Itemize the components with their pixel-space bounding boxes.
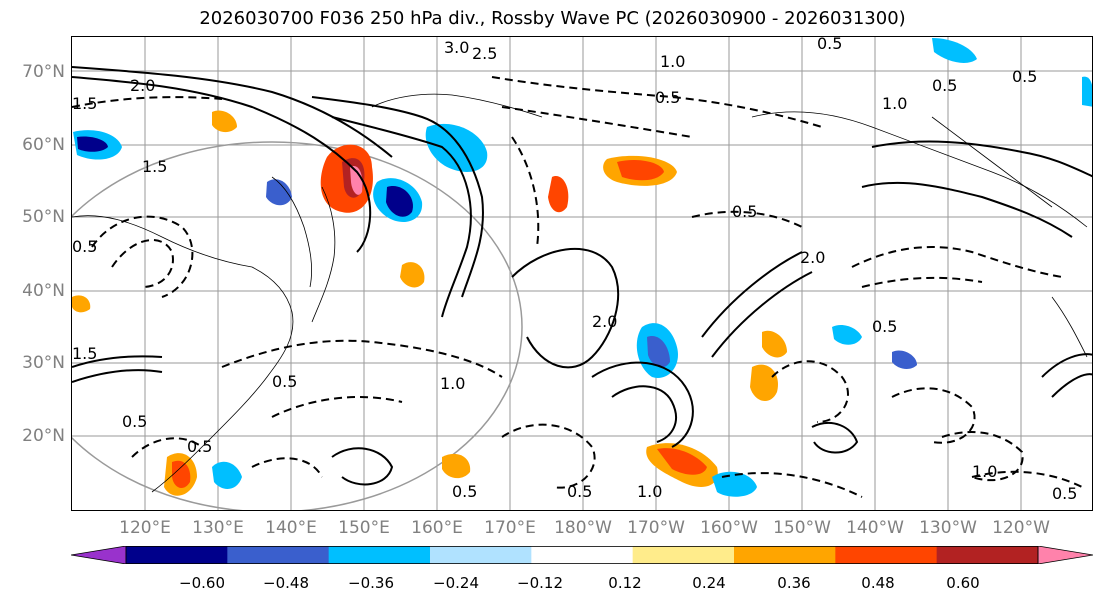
contour-label: 0.5 bbox=[932, 76, 957, 95]
contour-label: 0.5 bbox=[1052, 484, 1077, 503]
contour-label: 0.5 bbox=[817, 37, 842, 53]
map-panel: 3.0 2.5 2.0 1.5 1.0 0.5 0.5 1.0 0.5 1.5 … bbox=[71, 36, 1093, 511]
contour-label: 1.5 bbox=[72, 94, 97, 113]
lon-label-160w: 160°W bbox=[700, 518, 758, 538]
lat-label-20: 20°N bbox=[22, 426, 65, 446]
contour-label: 1.0 bbox=[440, 374, 465, 393]
colorbar-tick-label: −0.60 bbox=[179, 574, 225, 592]
colorbar-tick-label: 0.24 bbox=[692, 574, 726, 592]
contour-label: 1.5 bbox=[142, 157, 167, 176]
contour-label: 2.0 bbox=[800, 248, 825, 267]
lon-label-150w: 150°W bbox=[773, 518, 831, 538]
colorbar-segment bbox=[734, 546, 836, 564]
lon-label-140w: 140°W bbox=[846, 518, 904, 538]
contour-label: 3.0 bbox=[444, 38, 469, 57]
divergence-shading bbox=[72, 38, 1092, 497]
map-title: 2026030700 F036 250 hPa div., Rossby Wav… bbox=[199, 8, 906, 29]
graticule bbox=[72, 37, 1092, 510]
colorbar-segment bbox=[835, 546, 938, 564]
lon-label-140e: 140°E bbox=[265, 518, 317, 538]
colorbar-tick-label: −0.36 bbox=[348, 574, 394, 592]
lon-label-150e: 150°E bbox=[338, 518, 390, 538]
lon-label-160e: 160°E bbox=[411, 518, 463, 538]
lat-label-30: 30°N bbox=[22, 353, 65, 373]
contour-labels: 3.0 2.5 2.0 1.5 1.0 0.5 0.5 1.0 0.5 1.5 … bbox=[72, 37, 1077, 503]
contour-label: 1.0 bbox=[637, 482, 662, 501]
contour-label: 1.5 bbox=[72, 344, 97, 363]
lon-label-130w: 130°W bbox=[919, 518, 977, 538]
lat-label-70: 70°N bbox=[22, 62, 65, 82]
contour-label: 0.5 bbox=[272, 372, 297, 391]
colorbar-tick-label: 0.12 bbox=[608, 574, 642, 592]
colorbar-tick-label: 0.60 bbox=[946, 574, 980, 592]
colorbar-border bbox=[125, 546, 1039, 564]
colorbar-tick-label: 0.48 bbox=[861, 574, 895, 592]
lon-label-130e: 130°E bbox=[192, 518, 244, 538]
contour-label: 0.5 bbox=[122, 412, 147, 431]
contour-label: 0.5 bbox=[655, 88, 680, 107]
lon-label-180w: 180°W bbox=[554, 518, 612, 538]
contour-label: 0.5 bbox=[452, 482, 477, 501]
contour-label: 1.0 bbox=[882, 94, 907, 113]
colorbar-segment bbox=[126, 546, 228, 564]
lon-label-120e: 120°E bbox=[119, 518, 171, 538]
contour-label: 0.5 bbox=[187, 437, 212, 456]
contour-label: 1.0 bbox=[972, 462, 997, 481]
lon-label-120w: 120°W bbox=[992, 518, 1050, 538]
contour-label: 0.5 bbox=[567, 482, 592, 501]
lat-label-60: 60°N bbox=[22, 135, 65, 155]
lat-label-40: 40°N bbox=[22, 281, 65, 301]
colorbar-tick-label: −0.12 bbox=[517, 574, 563, 592]
colorbar-segment bbox=[936, 546, 1039, 564]
solid-contours bbox=[72, 66, 1092, 486]
colorbar-tick-label: 0.36 bbox=[777, 574, 811, 592]
colorbar-segment bbox=[227, 546, 330, 564]
contour-label: 0.5 bbox=[732, 202, 757, 221]
lon-label-170e: 170°E bbox=[484, 518, 536, 538]
colorbar-segment bbox=[531, 546, 634, 564]
colorbar bbox=[71, 546, 1093, 564]
colorbar-tick-label: −0.24 bbox=[433, 574, 479, 592]
colorbar-extend-high bbox=[1037, 546, 1093, 564]
contour-label: 2.5 bbox=[472, 44, 497, 63]
map-canvas: 3.0 2.5 2.0 1.5 1.0 0.5 0.5 1.0 0.5 1.5 … bbox=[72, 37, 1092, 510]
colorbar-segment bbox=[328, 546, 431, 564]
colorbar-segment bbox=[632, 546, 735, 564]
colorbar-segment bbox=[430, 546, 532, 564]
colorbar-extend-low bbox=[71, 546, 127, 564]
dashed-contours bbox=[72, 76, 1083, 498]
contour-label: 0.5 bbox=[872, 317, 897, 336]
lat-label-50: 50°N bbox=[22, 207, 65, 227]
lon-label-170w: 170°W bbox=[627, 518, 685, 538]
region-outline bbox=[72, 141, 523, 510]
coastlines bbox=[72, 93, 1088, 493]
contour-label: 2.0 bbox=[130, 76, 155, 95]
contour-label: 0.5 bbox=[1012, 67, 1037, 86]
contour-label: 0.5 bbox=[72, 237, 97, 256]
contour-label: 2.0 bbox=[592, 312, 617, 331]
contour-label: 1.0 bbox=[660, 52, 685, 71]
colorbar-tick-label: −0.48 bbox=[263, 574, 309, 592]
